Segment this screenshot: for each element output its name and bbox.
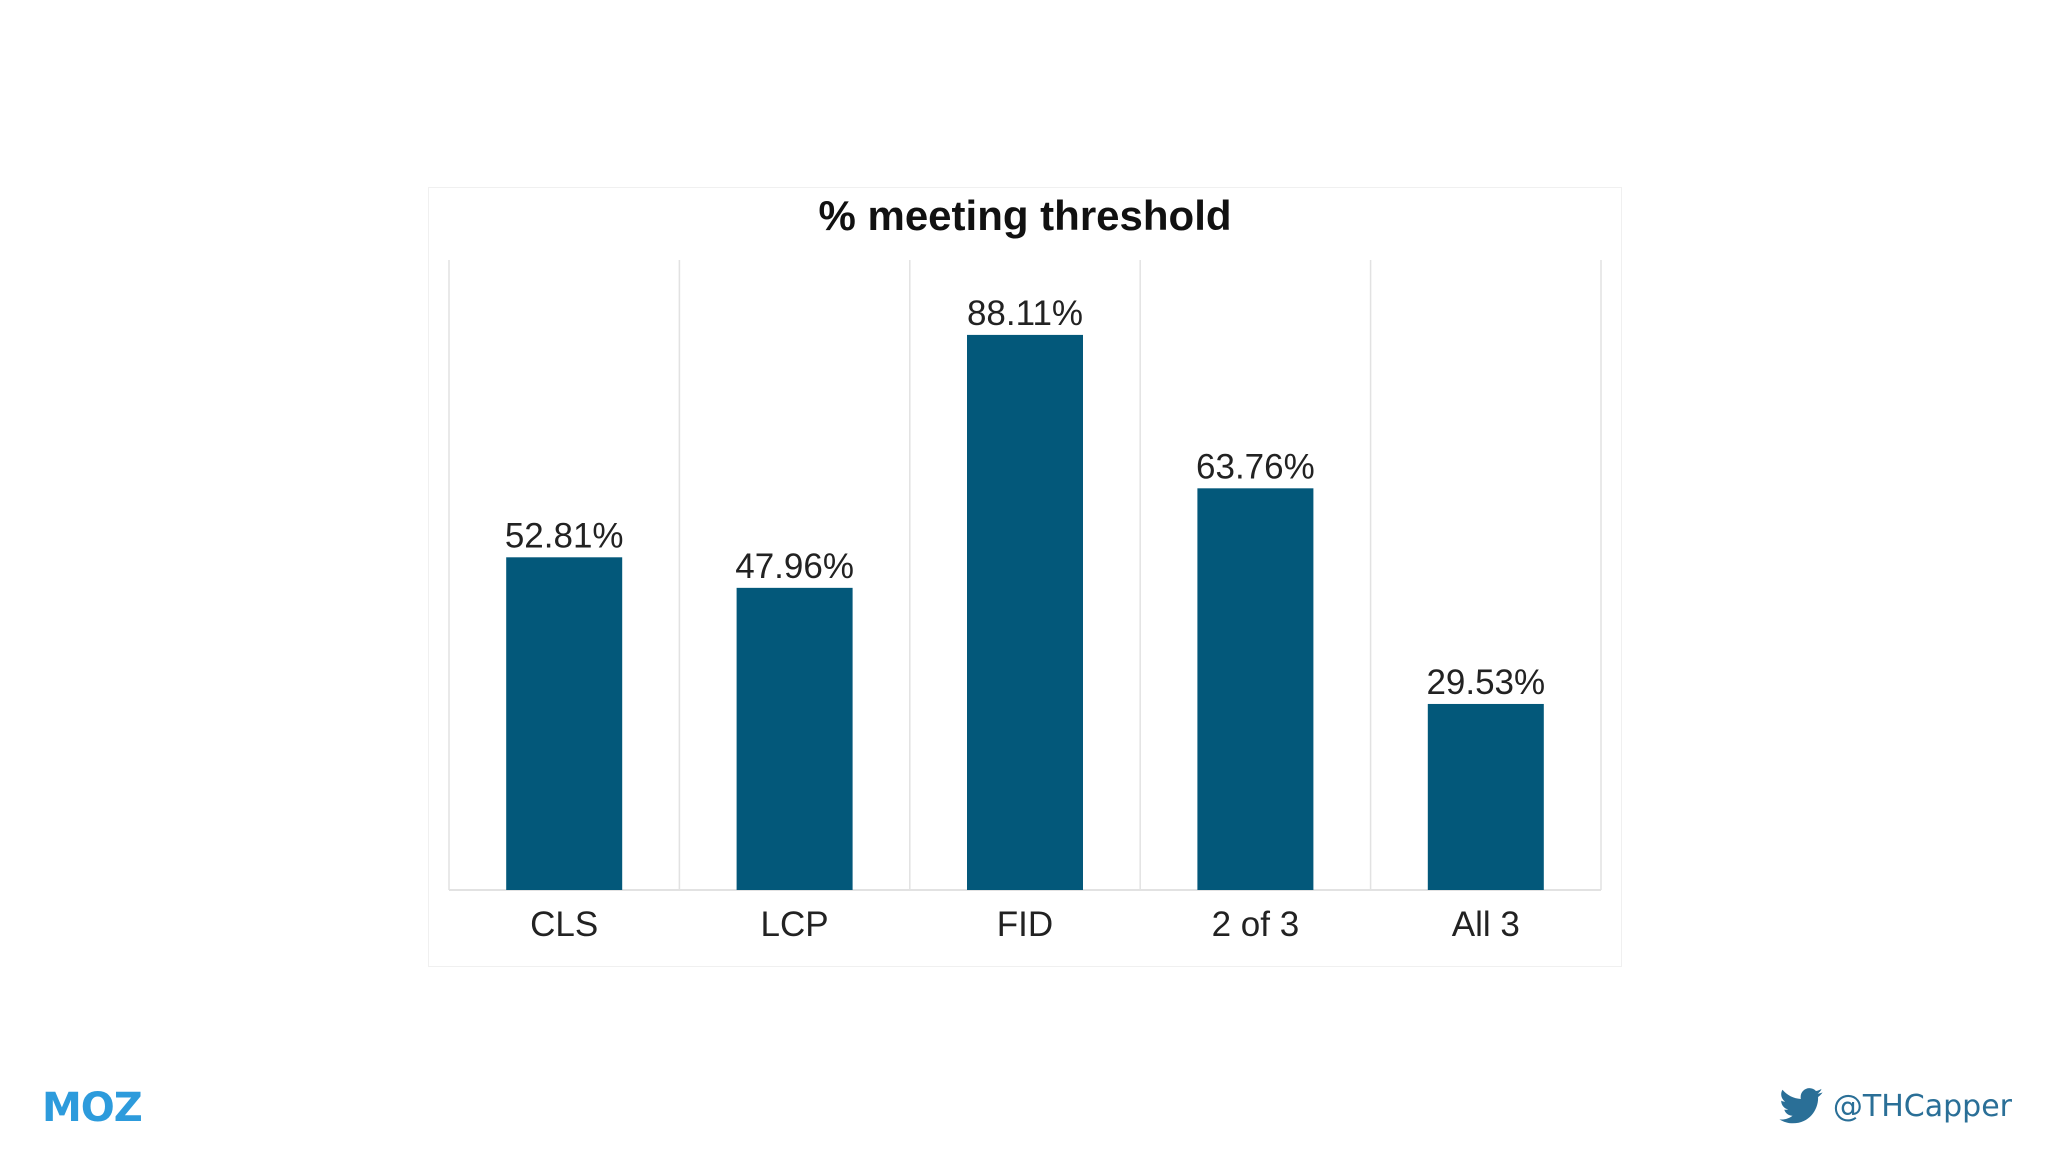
- bar-4: [1427, 703, 1544, 890]
- bars: [506, 334, 1544, 890]
- bar-0: [506, 557, 623, 890]
- chart-title: % meeting threshold: [818, 192, 1231, 239]
- x-tick-label-0: CLS: [530, 905, 598, 944]
- x-tick-labels: CLS LCP FID 2 of 3 All 3: [530, 905, 1520, 944]
- twitter-bird-icon: [1779, 1088, 1823, 1124]
- bar-chart: % meeting threshold 52.81% 47.96% 88.11% 63…: [448, 192, 1602, 944]
- data-label-4: 29.53%: [1426, 663, 1545, 702]
- data-label-2: 88.11%: [967, 294, 1083, 333]
- data-label-0: 52.81%: [505, 516, 624, 555]
- x-tick-label-1: LCP: [761, 905, 829, 944]
- moz-logo: MOZ: [42, 1085, 143, 1131]
- data-labels: 52.81% 47.96% 88.11% 63.76% 29.53%: [505, 294, 1545, 702]
- x-tick-label-2: FID: [997, 905, 1053, 944]
- chart-frame: % meeting threshold 52.81% 47.96% 88.11% 63…: [428, 187, 1622, 967]
- bar-2: [967, 334, 1083, 890]
- bar-1: [736, 587, 853, 890]
- x-tick-label-3: 2 of 3: [1212, 905, 1300, 944]
- data-label-1: 47.96%: [735, 547, 854, 586]
- data-label-3: 63.76%: [1196, 447, 1315, 486]
- bar-3: [1197, 488, 1314, 890]
- x-tick-label-4: All 3: [1452, 905, 1520, 944]
- twitter-handle: @THCapper: [1779, 1082, 2012, 1130]
- twitter-handle-text: @THCapper: [1832, 1088, 2012, 1124]
